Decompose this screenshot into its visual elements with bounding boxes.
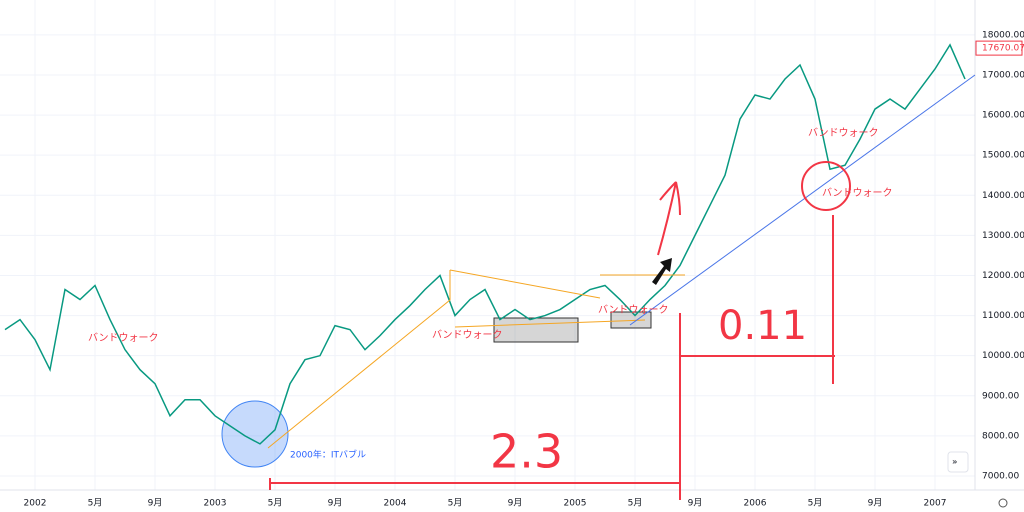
settings-button[interactable] [998, 498, 1008, 508]
annotation: バンドウォーク [808, 127, 879, 139]
price-tag [975, 40, 1023, 56]
y-tick-label: 15000.00 [982, 151, 1024, 161]
blue-trend-line [629, 74, 976, 326]
x-tick-label: 2004 [384, 499, 407, 509]
annotation: バンドウォーク [432, 329, 503, 341]
grid [0, 0, 975, 490]
price-line [4, 43, 966, 445]
annotation: バンドウォーク [822, 187, 893, 199]
x-tick-label: 9月 [868, 498, 883, 509]
y-tick-label: 13000.00 [982, 231, 1024, 241]
scroll-icon[interactable]: » [952, 458, 958, 468]
trend-line [454, 319, 646, 328]
annotation: バンドウォーク [598, 304, 669, 316]
red-drawings [269, 161, 851, 500]
x-tick-label: 5月 [808, 498, 823, 509]
red-circle [801, 161, 851, 211]
last-price: 17670.07 [982, 44, 1024, 54]
x-tick-label: 5月 [88, 498, 103, 509]
trend-line [449, 269, 601, 299]
annotation: 0.11 [718, 303, 807, 349]
y-tick-label: 7000.00 [982, 471, 1019, 481]
x-tick-label: 9月 [148, 498, 163, 509]
x-tick-label: 9月 [328, 498, 343, 509]
y-tick-label: 16000.00 [982, 111, 1024, 121]
range-box [493, 317, 579, 343]
x-tick-label: 2005 [564, 499, 587, 509]
trend-line [267, 270, 451, 449]
annotation: バンドウォーク [88, 332, 159, 344]
orange-lines [267, 269, 685, 449]
red-arrow [657, 181, 681, 256]
x-tick-label: 5月 [628, 498, 643, 509]
y-tick-label: 18000.00 [982, 30, 1024, 40]
x-tick-label: 2002 [24, 499, 47, 509]
y-tick-label: 12000.00 [982, 271, 1024, 281]
y-tick-label: 10000.00 [982, 351, 1024, 361]
y-tick-label: 11000.00 [982, 311, 1024, 321]
x-tick-label: 5月 [268, 498, 283, 509]
y-tick-label: 14000.00 [982, 191, 1024, 201]
black-arrow [652, 258, 672, 285]
scroll-button[interactable] [947, 451, 969, 473]
y-tick-label: 17000.00 [982, 70, 1024, 80]
x-tick-label: 9月 [508, 498, 523, 509]
y-tick-label: 9000.00 [982, 391, 1019, 401]
measure-lines [269, 215, 835, 500]
x-tick-label: 2007 [924, 499, 947, 509]
plot [4, 43, 966, 445]
x-tick-label: 9月 [688, 498, 703, 509]
highlight-circle [221, 400, 289, 468]
x-tick-label: 2003 [204, 499, 227, 509]
x-tick-label: 2006 [744, 499, 767, 509]
annotation: 2.3 [490, 425, 563, 479]
x-tick-label: 5月 [448, 498, 463, 509]
annotation: 2000年：ITバブル [290, 449, 366, 461]
y-tick-label: 8000.00 [982, 431, 1019, 441]
